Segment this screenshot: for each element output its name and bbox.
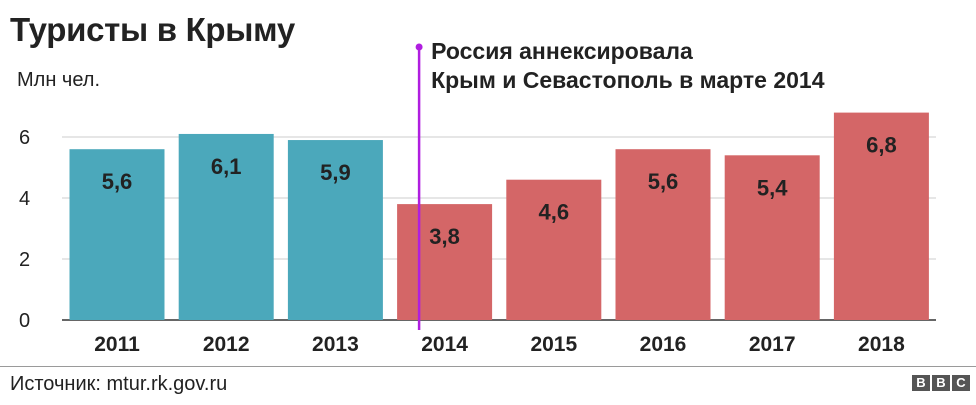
bar-value-label: 5,9: [320, 160, 351, 185]
bbc-logo: B B C: [912, 375, 970, 391]
y-tick-label: 6: [19, 127, 30, 149]
annotation-text: Россия аннексировала: [431, 38, 693, 64]
bar: [397, 204, 493, 320]
bar-value-label: 3,8: [429, 224, 460, 249]
footer-divider: [0, 366, 976, 367]
y-axis-label: Млн чел.: [17, 69, 100, 91]
logo-letter: C: [952, 375, 970, 391]
bar: [833, 112, 929, 320]
logo-letter: B: [912, 375, 930, 391]
bar: [178, 133, 274, 320]
x-tick-label: 2014: [421, 333, 468, 356]
bar-value-label: 5,6: [102, 169, 133, 194]
source-note: Источник: mtur.rk.gov.ru: [10, 373, 228, 395]
bar-value-label: 5,6: [648, 169, 679, 194]
bar-value-label: 4,6: [539, 200, 570, 225]
bar: [287, 140, 383, 320]
bar: [506, 179, 602, 320]
y-tick-label: 4: [19, 188, 30, 210]
y-tick-label: 0: [19, 310, 30, 332]
bar: [724, 155, 820, 320]
bar: [69, 149, 165, 320]
bar-value-label: 6,1: [211, 154, 242, 179]
x-tick-label: 2016: [640, 333, 687, 356]
bar-chart: Млн чел. 0 2 4 6 5,6 2011 6,1 2012 5,9 2013 3,8 2014…: [17, 38, 936, 356]
x-tick-label: 2018: [858, 333, 905, 356]
bar: [615, 149, 711, 320]
logo-letter: B: [932, 375, 950, 391]
x-tick-label: 2013: [312, 333, 359, 356]
annotation-text: Крым и Севастополь в марте 2014: [431, 67, 825, 93]
x-tick-label: 2011: [94, 333, 140, 356]
x-tick-label: 2012: [203, 333, 250, 356]
bar-value-label: 5,4: [757, 175, 788, 200]
x-tick-label: 2015: [530, 333, 577, 356]
annotation-dot: [415, 43, 423, 51]
bar-value-label: 6,8: [866, 133, 897, 158]
y-tick-label: 2: [19, 249, 30, 271]
chart-title: Туристы в Крыму: [10, 11, 295, 48]
x-tick-label: 2017: [749, 333, 796, 356]
